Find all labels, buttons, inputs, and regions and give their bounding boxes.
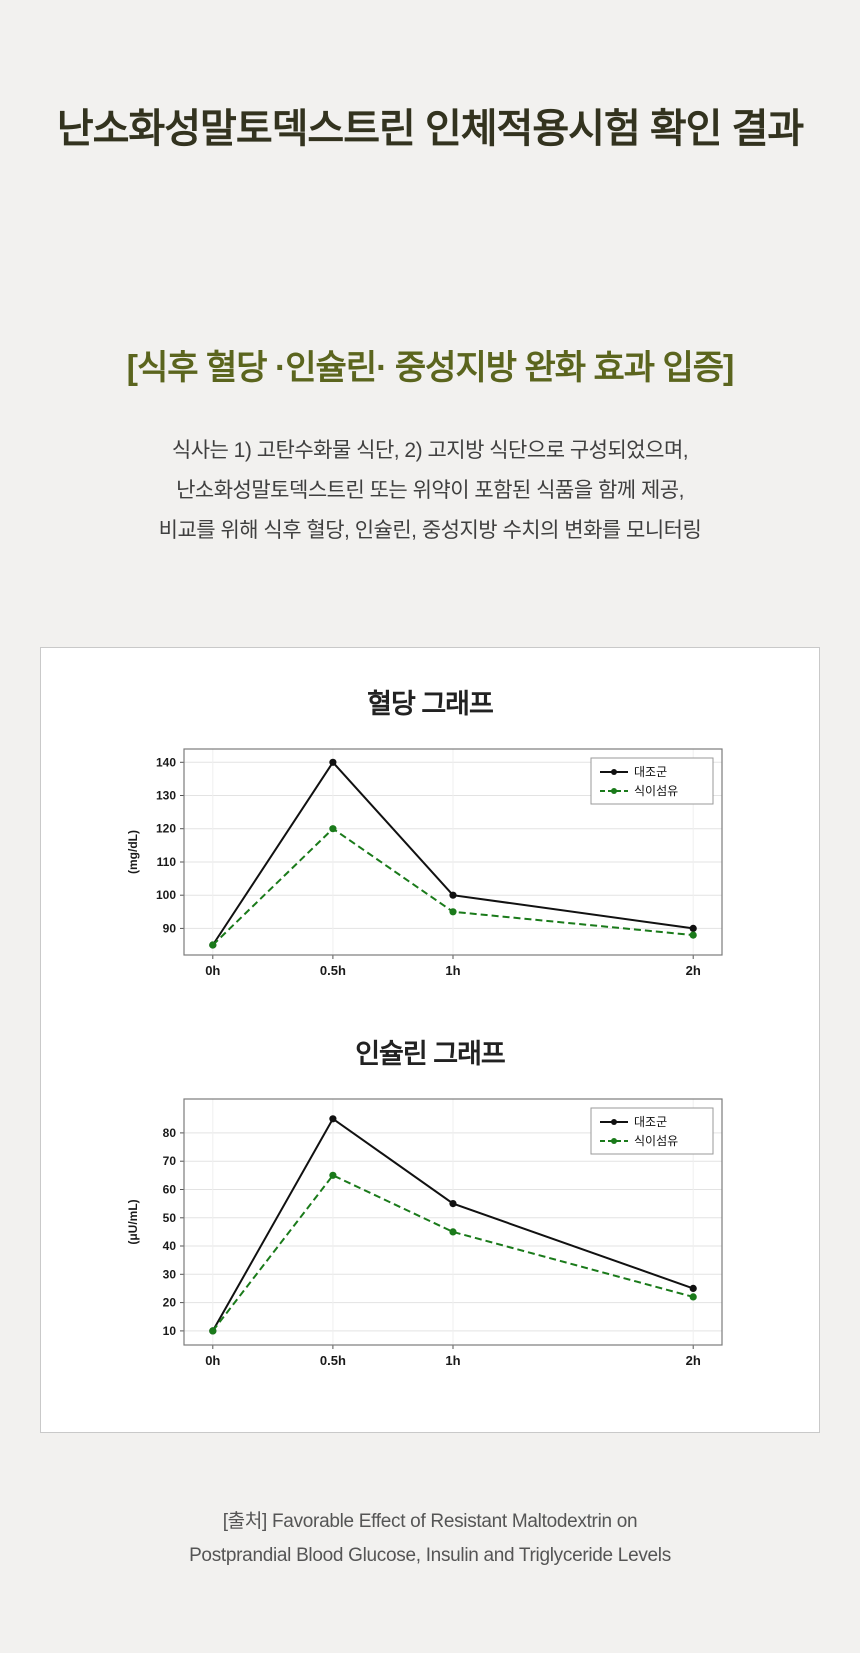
data-point bbox=[449, 1200, 457, 1208]
description-line: 비교를 위해 식후 혈당, 인슐린, 중성지방 수치의 변화를 모니터링 bbox=[158, 519, 702, 542]
series-line bbox=[212, 827, 694, 946]
y-tick-label: 10 bbox=[163, 1324, 177, 1338]
legend-marker bbox=[611, 1138, 617, 1144]
y-tick-label: 40 bbox=[163, 1239, 177, 1253]
series-line bbox=[211, 760, 694, 946]
glucose-chart-title: 혈당 그래프 bbox=[367, 689, 494, 719]
y-tick-label: 30 bbox=[163, 1267, 177, 1281]
y-tick-label: 70 bbox=[163, 1154, 177, 1168]
chart-card: 혈당 그래프 90 100 110 120 130 140 0h 0.5h 1h 2h (mg/dL… bbox=[40, 647, 820, 1433]
data-point bbox=[449, 1228, 457, 1236]
y-tick-label: 100 bbox=[156, 888, 176, 902]
source-line: Postprandial Blood Glucose, Insulin and … bbox=[189, 1545, 671, 1566]
y-tick-label: 20 bbox=[163, 1296, 177, 1310]
data-point bbox=[329, 1171, 337, 1179]
plot-border bbox=[183, 748, 723, 956]
y-axis-label: (μU/mL) bbox=[126, 1199, 140, 1244]
x-tick-label: 2h bbox=[686, 963, 701, 978]
legend-label: 대조군 bbox=[634, 765, 667, 779]
claim-heading: [식후 혈당 ·인슐린· 중성지방 완화 효과 입증] bbox=[126, 349, 735, 387]
legend-marker bbox=[611, 788, 617, 794]
study-description: 식사는 1) 고탄수화물 식단, 2) 고지방 식단으로 구성되었으며, 난소화… bbox=[0, 431, 860, 551]
series-line bbox=[212, 1174, 694, 1332]
y-tick-label: 130 bbox=[156, 789, 176, 803]
y-tick-label: 120 bbox=[156, 822, 176, 836]
insulin-chart-title: 인슐린 그래프 bbox=[355, 1039, 506, 1069]
legend-marker bbox=[611, 769, 617, 775]
x-tick-label: 0.5h bbox=[320, 1353, 346, 1368]
chart-legend bbox=[590, 1107, 714, 1155]
source-citation: [출처] Favorable Effect of Resistant Malto… bbox=[0, 1505, 860, 1653]
description-line: 식사는 1) 고탄수화물 식단, 2) 고지방 식단으로 구성되었으며, bbox=[171, 439, 689, 462]
page-title: 난소화성말토덱스트린 인체적용시험 확인 결과 bbox=[56, 107, 804, 151]
x-tick-label: 1h bbox=[445, 963, 460, 978]
data-point bbox=[329, 1115, 337, 1123]
x-tick-label: 0.5h bbox=[320, 963, 346, 978]
series-line bbox=[211, 1117, 694, 1332]
y-tick-label: 60 bbox=[163, 1183, 177, 1197]
line-chart-svg: 90 100 110 120 130 140 0h 0.5h 1h 2h (mg/dL) 대조군식이섬… bbox=[126, 748, 723, 978]
x-tick-label: 2h bbox=[686, 1353, 701, 1368]
data-point bbox=[449, 908, 457, 916]
x-tick-label: 1h bbox=[445, 1353, 460, 1368]
data-point bbox=[209, 1327, 217, 1335]
source-line: [출처] Favorable Effect of Resistant Malto… bbox=[222, 1511, 638, 1532]
y-tick-label: 110 bbox=[157, 855, 177, 869]
data-point bbox=[329, 758, 337, 766]
legend-label: 식이섬유 bbox=[634, 784, 678, 798]
y-axis-label: (mg/dL) bbox=[126, 830, 140, 874]
legend-marker bbox=[611, 1119, 617, 1125]
x-tick-label: 0h bbox=[205, 1353, 220, 1368]
legend-label: 대조군 bbox=[634, 1115, 667, 1129]
description-line: 난소화성말토덱스트린 또는 위약이 포함된 식품을 함께 제공, bbox=[176, 479, 684, 502]
data-point bbox=[689, 1284, 697, 1292]
chart-legend bbox=[590, 757, 714, 805]
plot-border bbox=[183, 1098, 723, 1346]
data-point bbox=[209, 941, 217, 949]
x-tick-label: 0h bbox=[205, 963, 220, 978]
glucose-chart-section: 혈당 그래프 90 100 110 120 130 140 0h 0.5h 1h 2h (mg/dL… bbox=[41, 682, 819, 998]
legend-label: 식이섬유 bbox=[634, 1134, 678, 1148]
data-point bbox=[449, 891, 457, 899]
y-tick-label: 50 bbox=[163, 1211, 177, 1225]
data-point bbox=[689, 931, 697, 939]
y-tick-label: 90 bbox=[163, 921, 177, 935]
y-tick-label: 80 bbox=[163, 1126, 177, 1140]
data-point bbox=[689, 1293, 697, 1301]
data-point bbox=[689, 924, 697, 932]
insulin-chart-section: 인슐린 그래프 10 20 30 40 50 60 70 80 0h 0.5h 1h 2h (μU/mL… bbox=[41, 1032, 819, 1388]
data-point bbox=[329, 825, 337, 833]
y-tick-label: 140 bbox=[156, 755, 176, 769]
